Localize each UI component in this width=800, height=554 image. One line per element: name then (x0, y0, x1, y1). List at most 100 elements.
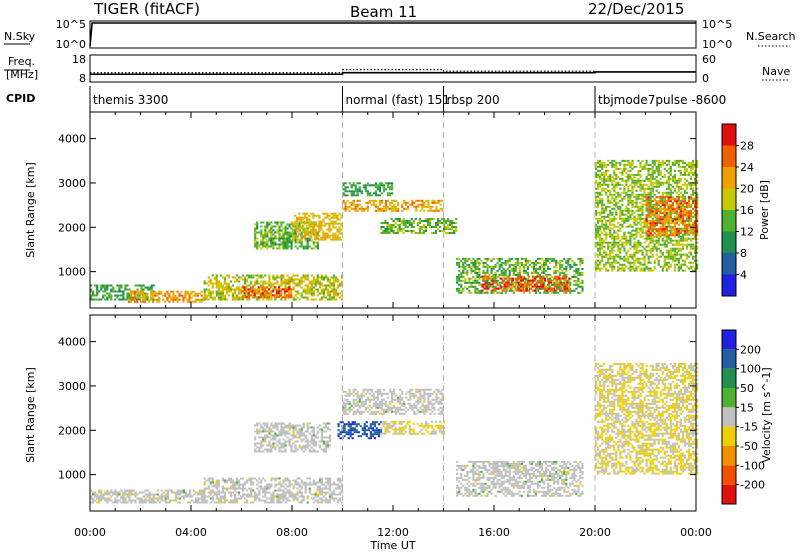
range-cell (114, 491, 117, 494)
range-cell (244, 282, 247, 285)
range-cell (651, 189, 654, 192)
range-cell (633, 247, 636, 250)
range-cell (641, 179, 644, 182)
range-cell (396, 232, 399, 234)
range-cell (292, 234, 295, 237)
range-cell (328, 298, 332, 301)
range-cell (332, 212, 335, 215)
range-cell (133, 290, 137, 293)
range-cell (639, 209, 642, 212)
range-cell (104, 290, 107, 293)
range-cell (655, 169, 658, 172)
range-cell (621, 213, 624, 216)
range-cell (667, 261, 670, 264)
range-cell (613, 199, 616, 202)
range-cell (528, 281, 531, 284)
range-cell (500, 273, 503, 276)
range-cell (308, 237, 311, 240)
range-cell (609, 255, 612, 258)
range-cell (696, 230, 699, 233)
range-cell (474, 291, 477, 294)
range-cell (663, 223, 666, 226)
range-cell (514, 283, 517, 286)
range-cell (635, 173, 638, 176)
range-cell (476, 281, 479, 284)
range-cell (256, 227, 259, 230)
range-cell (456, 277, 459, 280)
range-cell (683, 161, 687, 164)
range-cell (645, 220, 648, 223)
range-cell (687, 233, 691, 236)
range-cell (526, 271, 529, 274)
range-cell (342, 192, 345, 195)
range-cell (310, 239, 313, 242)
range-cell (653, 161, 656, 164)
range-cell (225, 290, 228, 293)
range-cell (288, 235, 291, 238)
range-cell (527, 275, 530, 278)
range-cell (422, 220, 425, 222)
range-cell (603, 189, 606, 192)
range-cell (516, 273, 519, 276)
range-cell (439, 207, 442, 210)
range-cell (543, 291, 546, 294)
range-cell (673, 228, 676, 231)
range-cell (692, 183, 695, 186)
range-cell (233, 288, 237, 291)
range-cell (334, 292, 338, 295)
range-cell (669, 247, 672, 250)
range-cell (112, 288, 115, 291)
range-cell (651, 210, 654, 213)
range-cell (696, 161, 699, 164)
range-cell (198, 292, 201, 295)
range-cell (466, 259, 469, 262)
range-cell (314, 282, 317, 285)
range-cell (238, 288, 241, 291)
range-cell (425, 199, 428, 202)
range-cell (482, 269, 485, 272)
range-cell (494, 275, 497, 278)
range-cell (544, 277, 547, 280)
range-cell (140, 284, 143, 287)
range-cell (641, 217, 644, 220)
range-cell (647, 230, 650, 233)
range-cell (389, 186, 392, 189)
range-cell (561, 265, 564, 268)
range-cell (515, 279, 518, 282)
range-cell (611, 197, 614, 200)
range-cell (496, 269, 499, 272)
range-cell (554, 275, 557, 278)
range-cell (284, 284, 287, 287)
range-cell (290, 288, 293, 291)
range-cell (579, 259, 582, 262)
range-cell (599, 165, 602, 168)
range-cell (380, 184, 384, 187)
range-cell (669, 193, 672, 196)
range-cell (326, 212, 329, 215)
range-cell (595, 187, 598, 190)
range-cell (675, 203, 678, 206)
range-cell (352, 184, 355, 187)
range-cell (534, 269, 538, 272)
range-cell (253, 294, 256, 297)
range-cell (679, 212, 682, 215)
range-cell (647, 199, 650, 202)
range-cell (503, 277, 506, 280)
range-cell (675, 259, 678, 262)
range-cell (635, 245, 638, 248)
range-cell (667, 216, 670, 219)
range-cell (382, 184, 386, 187)
range-cell (284, 233, 287, 236)
range-cell (102, 493, 105, 496)
range-cell (286, 231, 289, 234)
range-cell (637, 251, 640, 254)
power-x-ticks (89, 112, 697, 308)
range-cell (645, 167, 648, 170)
range-cell (503, 283, 506, 286)
range-cell (663, 175, 666, 178)
range-cell (613, 189, 616, 192)
range-cell (617, 255, 620, 258)
range-cell (579, 263, 582, 266)
range-cell (556, 275, 559, 278)
range-cell (683, 202, 687, 205)
